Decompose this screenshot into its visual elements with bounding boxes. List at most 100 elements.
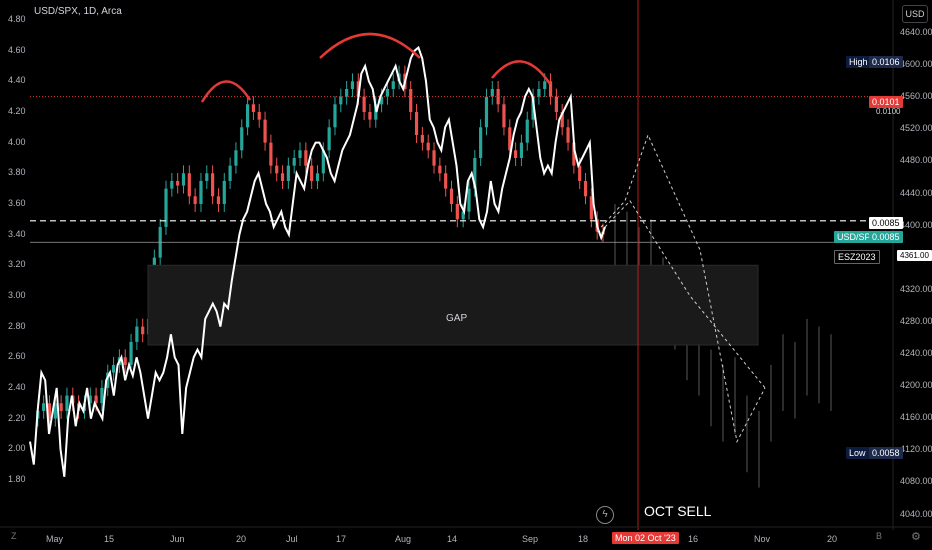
candle-body (245, 104, 250, 128)
usdspx-label: USD/SPX (834, 231, 880, 243)
high-value-tag: 0.0106 (869, 56, 903, 68)
candle-body (548, 81, 553, 97)
b-icon[interactable]: B (876, 531, 883, 541)
candle-body (222, 180, 226, 204)
x-tick-label: 20 (827, 534, 838, 544)
right-tick-label: 4120.00 (900, 444, 932, 455)
candle-body (379, 96, 384, 105)
candle-body (129, 341, 133, 365)
left-tick-label: 4.40 (8, 75, 26, 86)
projection-path-2 (604, 200, 766, 389)
candle-body (164, 188, 168, 227)
candle-body (537, 88, 541, 97)
candle-body (484, 96, 489, 128)
candle-body (181, 173, 186, 186)
candle-body (385, 88, 390, 97)
esz-value: 4361.00 (897, 250, 932, 261)
x-tick-label: 14 (447, 534, 458, 544)
left-tick-label: 3.60 (8, 197, 26, 208)
candle-body (216, 196, 221, 204)
gap-label: GAP (446, 313, 468, 324)
right-tick-label: 4600.00 (900, 59, 932, 70)
gear-icon[interactable]: ⚙ (911, 531, 921, 543)
right-tick-label: 4440.00 (900, 187, 932, 198)
usdspx-value: 0.0085 (869, 231, 903, 243)
red-level-value: 0.0101 (869, 96, 903, 108)
x-tick-label: 17 (336, 534, 347, 544)
candle-body (490, 88, 494, 97)
candle-body (473, 157, 477, 189)
candle-body (444, 173, 448, 189)
arc-left-shoulder (200, 80, 252, 103)
candle-body (263, 119, 267, 143)
candle-body (455, 203, 459, 220)
candle-body (286, 165, 290, 181)
z-icon[interactable]: Z (11, 531, 17, 541)
candle-body (269, 142, 273, 166)
candle-body (572, 142, 576, 166)
candle-body (566, 127, 570, 143)
candle-body (362, 96, 366, 112)
candle-body (339, 96, 343, 105)
candle-body (461, 211, 465, 220)
lightning-icon[interactable]: ϟ (596, 506, 614, 524)
right-tick-label: 4200.00 (900, 380, 932, 391)
candle-body (135, 326, 139, 342)
white-line-series (29, 45, 606, 477)
candle-body (193, 196, 197, 204)
candle-body (578, 165, 582, 181)
right-tick-label: 4280.00 (900, 315, 932, 326)
candle-body (310, 165, 314, 181)
candle-body (199, 180, 203, 204)
left-tick-label: 2.40 (8, 381, 26, 392)
x-tick-label: Nov (754, 534, 771, 544)
low-tag: Low (846, 447, 869, 459)
candle-body (234, 150, 238, 166)
candle-body (100, 387, 104, 404)
candle-body (211, 173, 215, 197)
left-tick-label: 2.20 (8, 412, 26, 423)
high-tag: High (846, 56, 871, 68)
left-tick-label: 4.20 (8, 105, 26, 116)
x-tick-label: 20 (236, 534, 247, 544)
chart-title: USD/SPX, 1D, Arca (34, 6, 122, 17)
left-tick-label: 3.80 (8, 167, 26, 178)
candle-body (583, 180, 588, 197)
currency-button[interactable]: USD (902, 5, 928, 23)
candle-body (187, 173, 191, 197)
candle-body (438, 165, 442, 174)
candle-body (356, 81, 360, 97)
candle-body (298, 150, 302, 158)
candle-body (327, 127, 331, 151)
candle-body (88, 395, 92, 404)
x-tick-label: Jun (170, 534, 185, 544)
right-tick-label: 4560.00 (900, 91, 932, 102)
candle-body (543, 81, 547, 89)
candle-body (65, 395, 69, 411)
right-tick-label: 4320.00 (900, 283, 932, 294)
oct-sell-label: OCT SELL (644, 503, 712, 519)
esz-label: ESZ2023 (834, 250, 880, 264)
candle-body (449, 188, 454, 204)
candle-body (257, 111, 261, 120)
candle-body (321, 150, 325, 174)
candle-body (94, 395, 98, 404)
candle-body (42, 403, 46, 411)
candle-body (560, 111, 564, 128)
left-tick-label: 1.80 (8, 473, 26, 484)
candle-body (502, 104, 506, 128)
candle-body (525, 119, 529, 143)
candle-body (280, 173, 285, 181)
left-tick-label: 4.00 (8, 136, 26, 147)
right-tick-label: 4080.00 (900, 476, 932, 487)
x-tick-label: Jul (286, 534, 298, 544)
cursor-date-tag: Mon 02 Oct '23 (612, 532, 679, 544)
right-tick-label: 4240.00 (900, 348, 932, 358)
candle-body (141, 326, 145, 335)
candle-body (315, 173, 320, 181)
candle-body (170, 180, 174, 189)
candle-body (111, 364, 116, 373)
arc-right-shoulder (491, 60, 552, 85)
left-tick-label: 4.80 (8, 14, 26, 24)
